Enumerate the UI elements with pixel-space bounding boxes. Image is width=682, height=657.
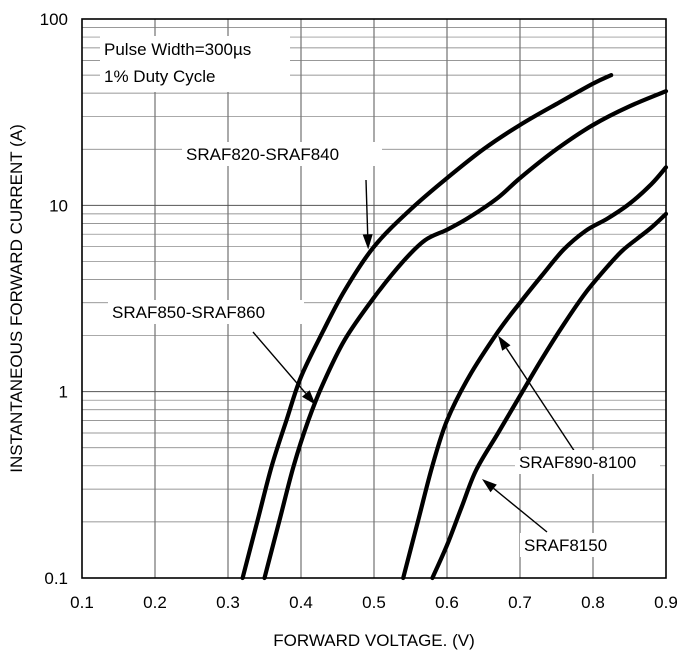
callout-background — [515, 450, 660, 474]
x-tick-label: 0.4 — [289, 593, 313, 612]
x-tick-label: 0.6 — [435, 593, 459, 612]
note-background — [100, 36, 290, 92]
note-pulse-width: Pulse Width=300µs — [104, 40, 251, 59]
callout-background — [108, 300, 304, 324]
callout-arrow-line — [365, 179, 369, 235]
callout-arrow-head — [302, 390, 316, 405]
x-tick-label: 0.7 — [508, 593, 532, 612]
x-tick-label: 0.1 — [70, 593, 94, 612]
y-tick-label: 1 — [59, 383, 68, 402]
callout-arrow-line — [505, 347, 576, 453]
callout-arrow-head — [498, 335, 511, 351]
callout-arrow-head — [362, 234, 373, 250]
callout-label-sraf890-8100: SRAF890-8100 — [519, 453, 636, 472]
x-tick-label: 0.9 — [654, 593, 678, 612]
callout-arrow-head — [482, 479, 497, 493]
x-tick-label: 0.3 — [216, 593, 240, 612]
x-tick-label: 0.5 — [362, 593, 386, 612]
tick-labels: 0.1 0.2 0.3 0.4 0.5 0.6 0.7 0.8 0.9 0.1 1 10 100 — [40, 10, 678, 612]
callout-label-sraf8150: SRAF8150 — [524, 536, 607, 555]
callout-label-sraf850-sraf860: SRAF850-SRAF860 — [112, 303, 265, 322]
series-line-sraf850-sraf860 — [262, 89, 669, 581]
series-line-sraf890-8100 — [401, 165, 669, 581]
x-tick-label: 0.8 — [581, 593, 605, 612]
y-tick-label: 0.1 — [44, 569, 68, 588]
series-line-sraf8150 — [430, 211, 669, 581]
y-tick-label: 10 — [49, 196, 68, 215]
curves — [240, 73, 669, 581]
note-duty-cycle: 1% Duty Cycle — [104, 67, 215, 86]
callout-background — [182, 142, 382, 166]
callout-background — [520, 533, 630, 557]
series-line-sraf820-sraf840 — [240, 73, 614, 581]
callout-arrow-line — [493, 487, 548, 533]
x-tick-label: 0.2 — [143, 593, 167, 612]
x-axis-title: FORWARD VOLTAGE. (V) — [273, 631, 475, 650]
y-tick-label: 100 — [40, 10, 68, 29]
callout-label-sraf820-sraf840: SRAF820-SRAF840 — [186, 145, 339, 164]
y-axis-title: INSTANTANEOUS FORWARD CURRENT (A) — [7, 124, 26, 473]
callouts: SRAF820-SRAF840 SRAF850-SRAF860 SRAF890-81… — [108, 142, 660, 557]
plot-frame — [81, 18, 667, 579]
callout-arrow-line — [252, 331, 307, 394]
